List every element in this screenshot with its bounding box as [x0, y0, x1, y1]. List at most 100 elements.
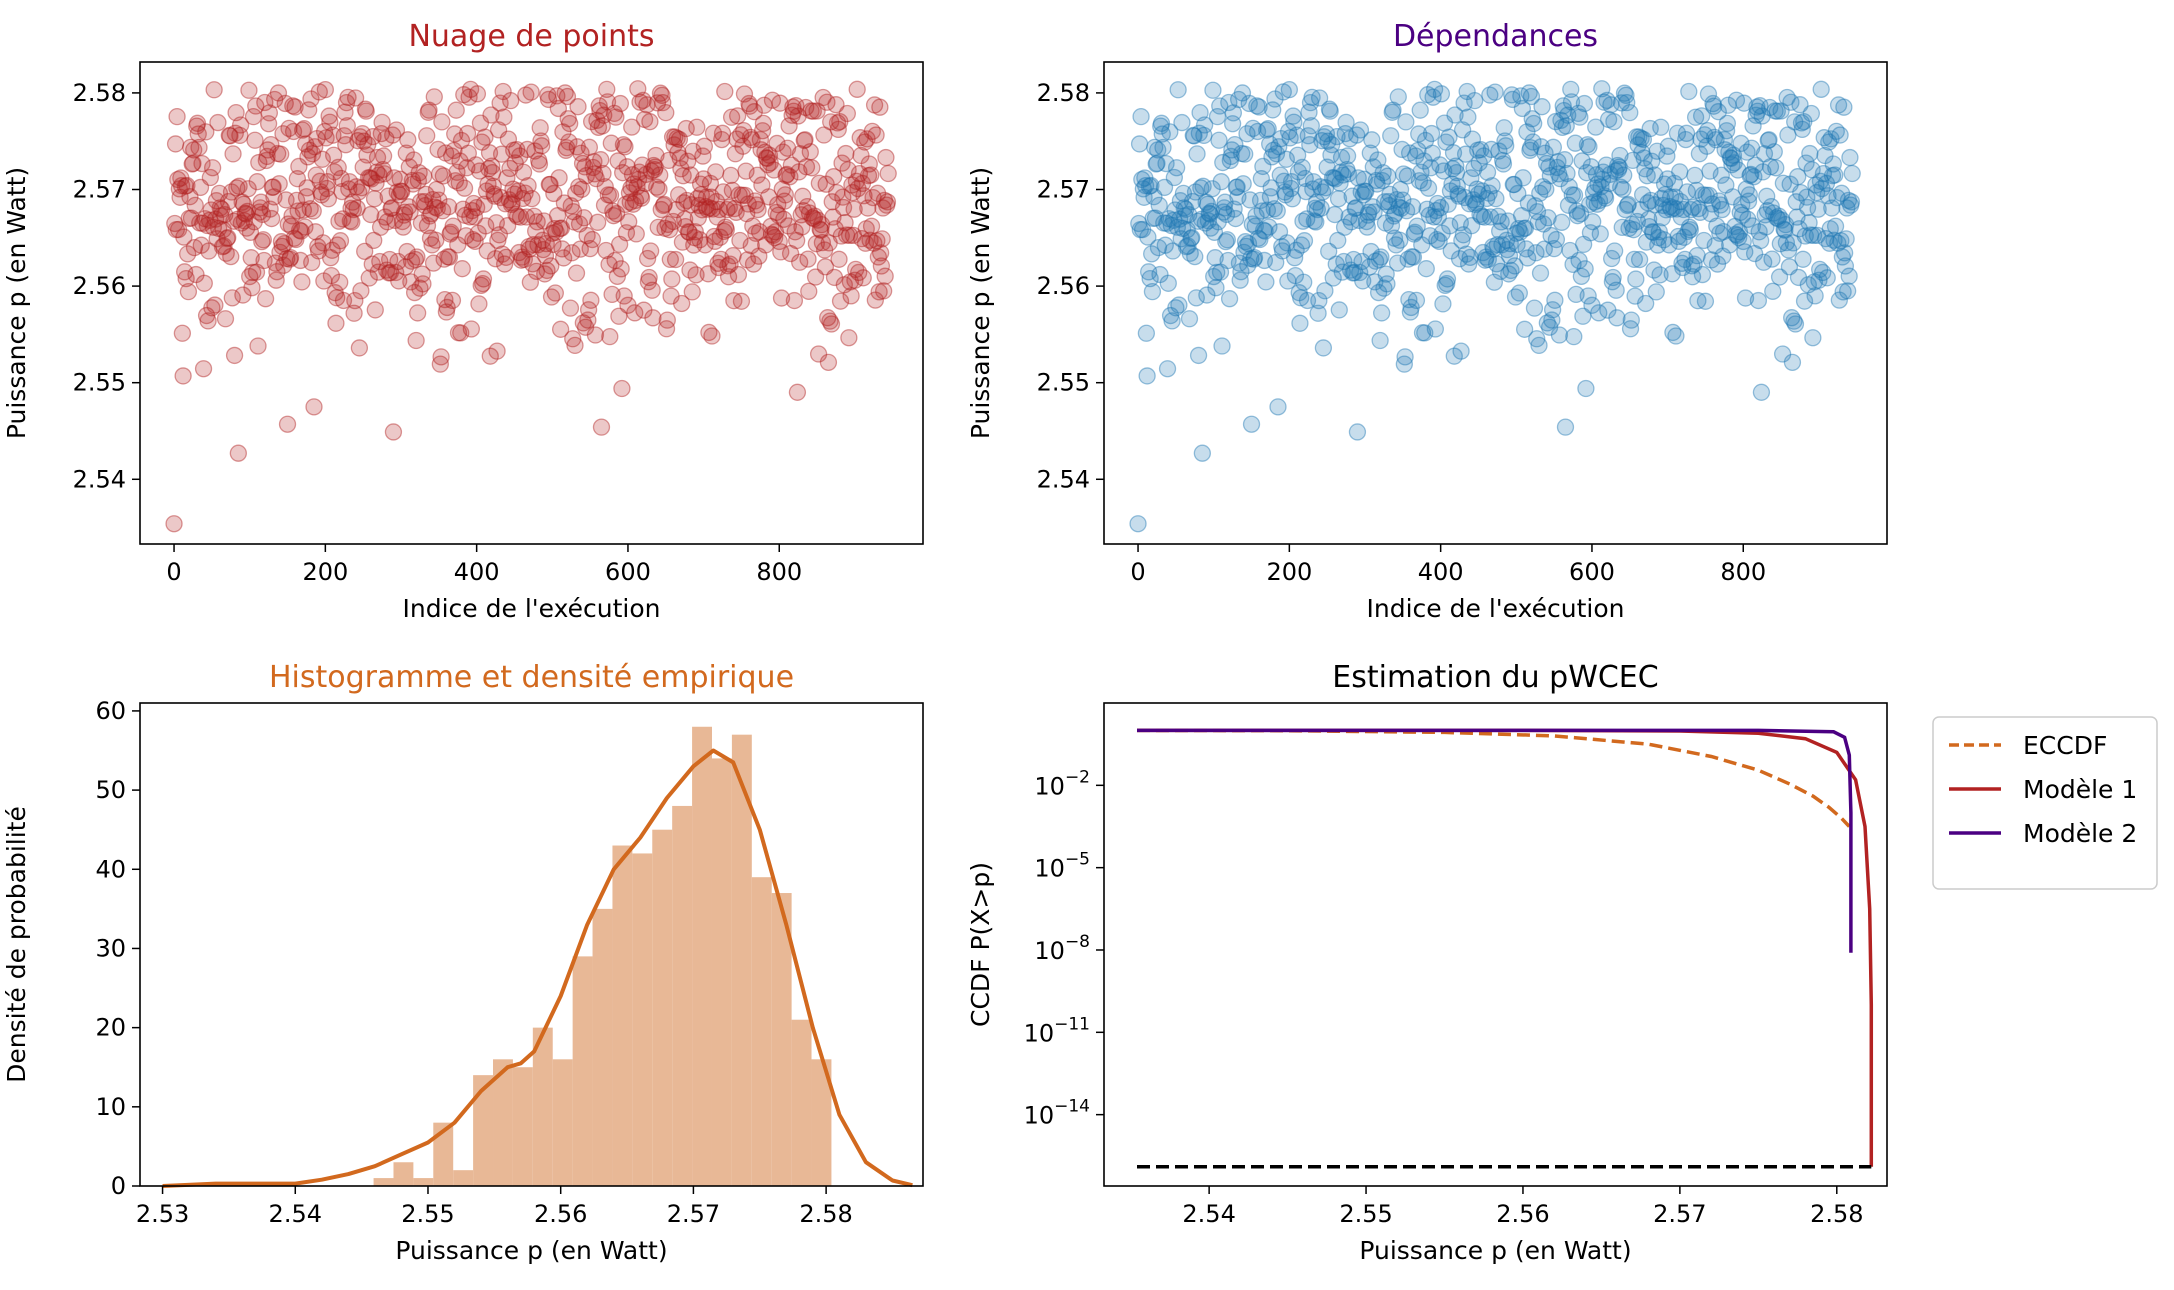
scatter-point — [1320, 242, 1338, 260]
scatter-point — [1490, 142, 1508, 160]
scatter-point — [1487, 190, 1505, 208]
scatter-point — [302, 90, 320, 108]
scatter-point — [1425, 208, 1443, 226]
scatter-point — [548, 207, 567, 225]
scatter-point — [874, 199, 892, 217]
scatter-point — [1431, 156, 1449, 174]
scatter-point — [1173, 113, 1191, 132]
scatter-point — [378, 213, 397, 231]
scatter-point — [1354, 272, 1372, 290]
scatter-point — [387, 263, 405, 282]
scatter-point — [305, 398, 323, 416]
scatter-point — [521, 273, 540, 291]
scatter-point — [1442, 242, 1460, 260]
scatter-point — [612, 260, 630, 278]
scatter-point — [1626, 287, 1644, 305]
scatter-point — [1638, 167, 1656, 185]
scatter-point — [1154, 138, 1172, 157]
scatter-point — [258, 147, 276, 166]
scatter-point — [1215, 199, 1233, 217]
scatter-point — [801, 143, 819, 161]
scatter-point — [818, 93, 836, 111]
scatter-point — [1707, 131, 1725, 149]
scatter-point — [1408, 217, 1426, 235]
y-tick-label: 2.57 — [1037, 176, 1090, 204]
scatter-point — [582, 291, 600, 309]
scatter-point — [695, 137, 714, 155]
scatter-point — [862, 166, 880, 184]
scatter-point — [834, 188, 852, 206]
scatter-point — [1423, 144, 1441, 162]
scatter-point — [275, 234, 294, 253]
scatter-point — [353, 125, 372, 143]
scatter-point — [797, 158, 816, 176]
scatter-point — [1323, 136, 1341, 154]
scatter-point — [644, 309, 662, 327]
scatter-point — [706, 232, 724, 250]
scatter-point — [344, 201, 362, 219]
scatter-point — [1616, 200, 1634, 219]
scatter-point — [1606, 162, 1625, 180]
scatter-point — [573, 180, 591, 198]
scatter-point — [1222, 147, 1240, 166]
scatter-point — [230, 177, 248, 195]
scatter-point — [321, 249, 340, 267]
scatter-point — [1683, 257, 1701, 275]
scatter-point — [1353, 252, 1371, 271]
scatter-point — [839, 161, 857, 179]
scatter-point — [1709, 103, 1727, 121]
scatter-point — [359, 136, 377, 154]
scatter-point — [1376, 214, 1395, 232]
scatter-point — [402, 252, 421, 270]
scatter-point — [713, 130, 731, 149]
scatter-point — [1693, 107, 1711, 125]
scatter-point — [1129, 515, 1147, 533]
scatter-point — [1486, 83, 1504, 101]
scatter-point — [1304, 180, 1322, 198]
scatter-point — [1483, 177, 1501, 195]
scatter-point — [345, 304, 363, 322]
scatter-point — [1382, 216, 1401, 235]
scatter-point — [1699, 121, 1717, 140]
scatter-point — [1675, 228, 1693, 246]
scatter-point — [185, 238, 204, 257]
scatter-point — [1655, 175, 1674, 193]
scatter-point — [1730, 228, 1748, 247]
scatter-point — [1142, 176, 1160, 195]
scatter-point — [1609, 161, 1628, 179]
scatter-point — [1451, 214, 1469, 232]
scatter-point — [182, 138, 200, 157]
scatter-point — [1787, 193, 1805, 211]
scatter-point — [840, 329, 858, 347]
scatter-point — [1719, 96, 1737, 114]
scatter-point — [841, 273, 860, 291]
scatter-point — [182, 209, 201, 227]
scatter-point — [805, 210, 823, 228]
scatter-point — [1679, 222, 1697, 241]
scatter-point — [1559, 106, 1577, 124]
scatter-point — [1506, 257, 1524, 275]
x-tick-label: 2.56 — [534, 1200, 587, 1228]
scatter-point — [766, 223, 785, 241]
scatter-point — [1637, 233, 1656, 251]
scatter-point — [666, 128, 684, 146]
scatter-point — [1414, 174, 1432, 192]
scatter-point — [552, 219, 571, 237]
scatter-point — [405, 151, 423, 169]
scatter-point — [1435, 162, 1453, 180]
scatter-point — [1806, 287, 1824, 305]
scatter-point — [231, 126, 249, 145]
x-tick-label: 2.55 — [1339, 1200, 1392, 1228]
scatter-point — [1320, 100, 1339, 118]
scatter-point — [1208, 263, 1226, 282]
scatter-point — [1774, 174, 1793, 192]
scatter-point — [562, 197, 580, 215]
scatter-point — [639, 273, 658, 291]
scatter-point — [582, 112, 601, 131]
scatter-point — [642, 242, 660, 260]
scatter-point — [847, 172, 866, 190]
scatter-point — [1313, 132, 1331, 150]
scatter-point — [780, 117, 798, 135]
x-tick-label: 0 — [166, 558, 181, 586]
scatter-point — [1534, 215, 1553, 233]
